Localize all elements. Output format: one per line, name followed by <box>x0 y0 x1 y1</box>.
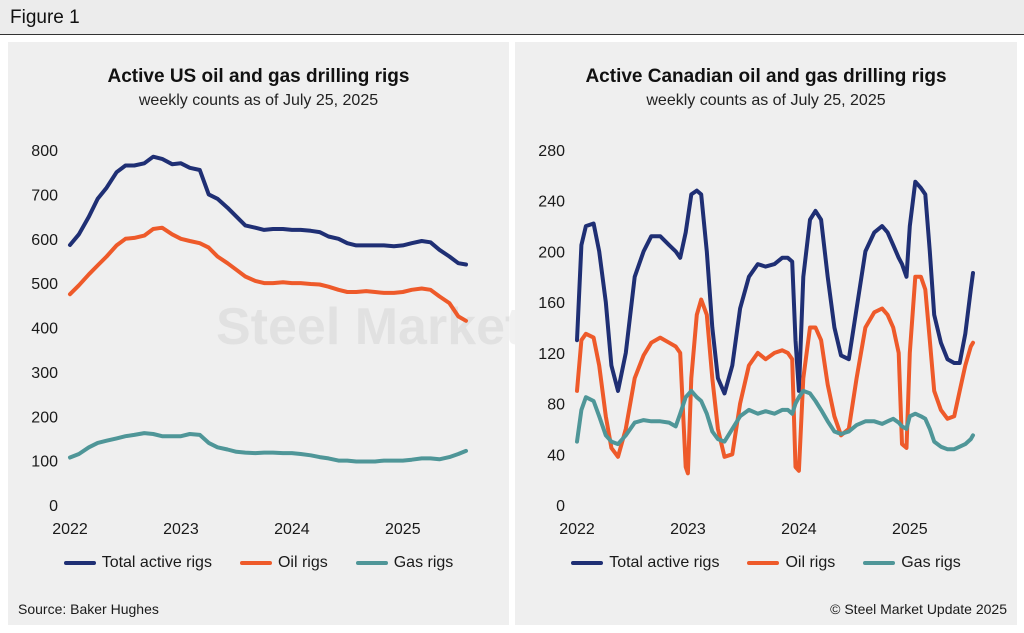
series-line-gas <box>575 388 975 452</box>
x-tick-label: 2024 <box>274 521 310 538</box>
figure-header: Figure 1 <box>0 0 1024 35</box>
y-tick-label: 240 <box>538 194 565 211</box>
legend-swatch-oil <box>239 561 272 565</box>
us-rigs-plot: 0 100 200 300 400 500 600 700 800 2022 2023 2024 202… <box>31 143 468 538</box>
legend-item-gas: Gas rigs <box>355 554 454 572</box>
legend: Total active rigs Oil rigs Gas rigs <box>515 554 1017 572</box>
y-tick-label: 80 <box>547 397 565 414</box>
series-line-total <box>575 179 975 396</box>
chart-title: Active US oil and gas drilling rigs <box>107 66 410 87</box>
legend-item-gas: Gas rigs <box>863 554 961 572</box>
legend-item-total: Total active rigs <box>63 554 212 572</box>
legend-label-oil: Oil rigs <box>277 554 328 571</box>
y-tick-label: 500 <box>31 276 58 293</box>
y-tick-label: 200 <box>538 244 565 261</box>
legend-swatch-oil <box>747 561 780 565</box>
legend: Total active rigs Oil rigs Gas rigs <box>8 554 509 572</box>
x-tick-label: 2023 <box>163 521 199 538</box>
source-note: Source: Baker Hughes <box>18 601 159 617</box>
y-tick-label: 40 <box>547 447 565 464</box>
y-tick-label: 100 <box>31 454 58 471</box>
legend-swatch-total <box>63 561 96 565</box>
x-tick-label: 2024 <box>781 521 817 538</box>
y-tick-label: 200 <box>31 409 58 426</box>
legend-item-total: Total active rigs <box>571 554 719 572</box>
y-tick-label: 600 <box>31 232 58 249</box>
y-tick-label: 0 <box>556 498 565 515</box>
legend-label-total: Total active rigs <box>101 554 212 571</box>
legend-label-total: Total active rigs <box>609 554 720 571</box>
y-tick-label: 800 <box>31 143 58 160</box>
us-chart-panel: Steel Market Update Active US oil and ga… <box>8 42 713 625</box>
x-tick-label: 2025 <box>385 521 421 538</box>
x-tick-label: 2022 <box>559 521 595 538</box>
legend-label-gas: Gas rigs <box>901 554 961 571</box>
chart-subtitle: weekly counts as of July 25, 2025 <box>138 92 379 109</box>
legend-swatch-total <box>571 561 604 565</box>
x-tick-label: 2023 <box>670 521 706 538</box>
legend-label-gas: Gas rigs <box>393 554 454 571</box>
y-tick-label: 280 <box>538 143 565 160</box>
y-tick-label: 700 <box>31 187 58 204</box>
canada-rigs-plot: 0 40 80 120 160 200 240 280 2022 2023 2024 2025 <box>538 143 975 538</box>
y-tick-label: 120 <box>538 346 565 363</box>
copyright-note: © Steel Market Update 2025 <box>830 601 1007 617</box>
legend-swatch-gas <box>355 561 388 565</box>
legend-label-oil: Oil rigs <box>785 554 836 571</box>
series-line-oil <box>68 225 468 323</box>
series-line-oil <box>575 274 975 476</box>
figure-title: Figure 1 <box>10 7 80 28</box>
chart-title: Active Canadian oil and gas drilling rig… <box>585 66 947 87</box>
legend-swatch-gas <box>863 561 896 565</box>
legend-item-oil: Oil rigs <box>239 554 328 572</box>
y-tick-label: 300 <box>31 365 58 382</box>
chart-subtitle: weekly counts as of July 25, 2025 <box>646 92 886 109</box>
x-tick-label: 2022 <box>52 521 88 538</box>
y-tick-label: 0 <box>49 498 58 515</box>
y-tick-label: 400 <box>31 321 58 338</box>
x-tick-label: 2025 <box>892 521 928 538</box>
series-line-gas <box>68 431 468 464</box>
y-tick-label: 160 <box>538 295 565 312</box>
series-line-total <box>68 154 468 267</box>
canada-chart-panel: Active Canadian oil and gas drilling rig… <box>515 42 1017 625</box>
legend-item-oil: Oil rigs <box>747 554 835 572</box>
